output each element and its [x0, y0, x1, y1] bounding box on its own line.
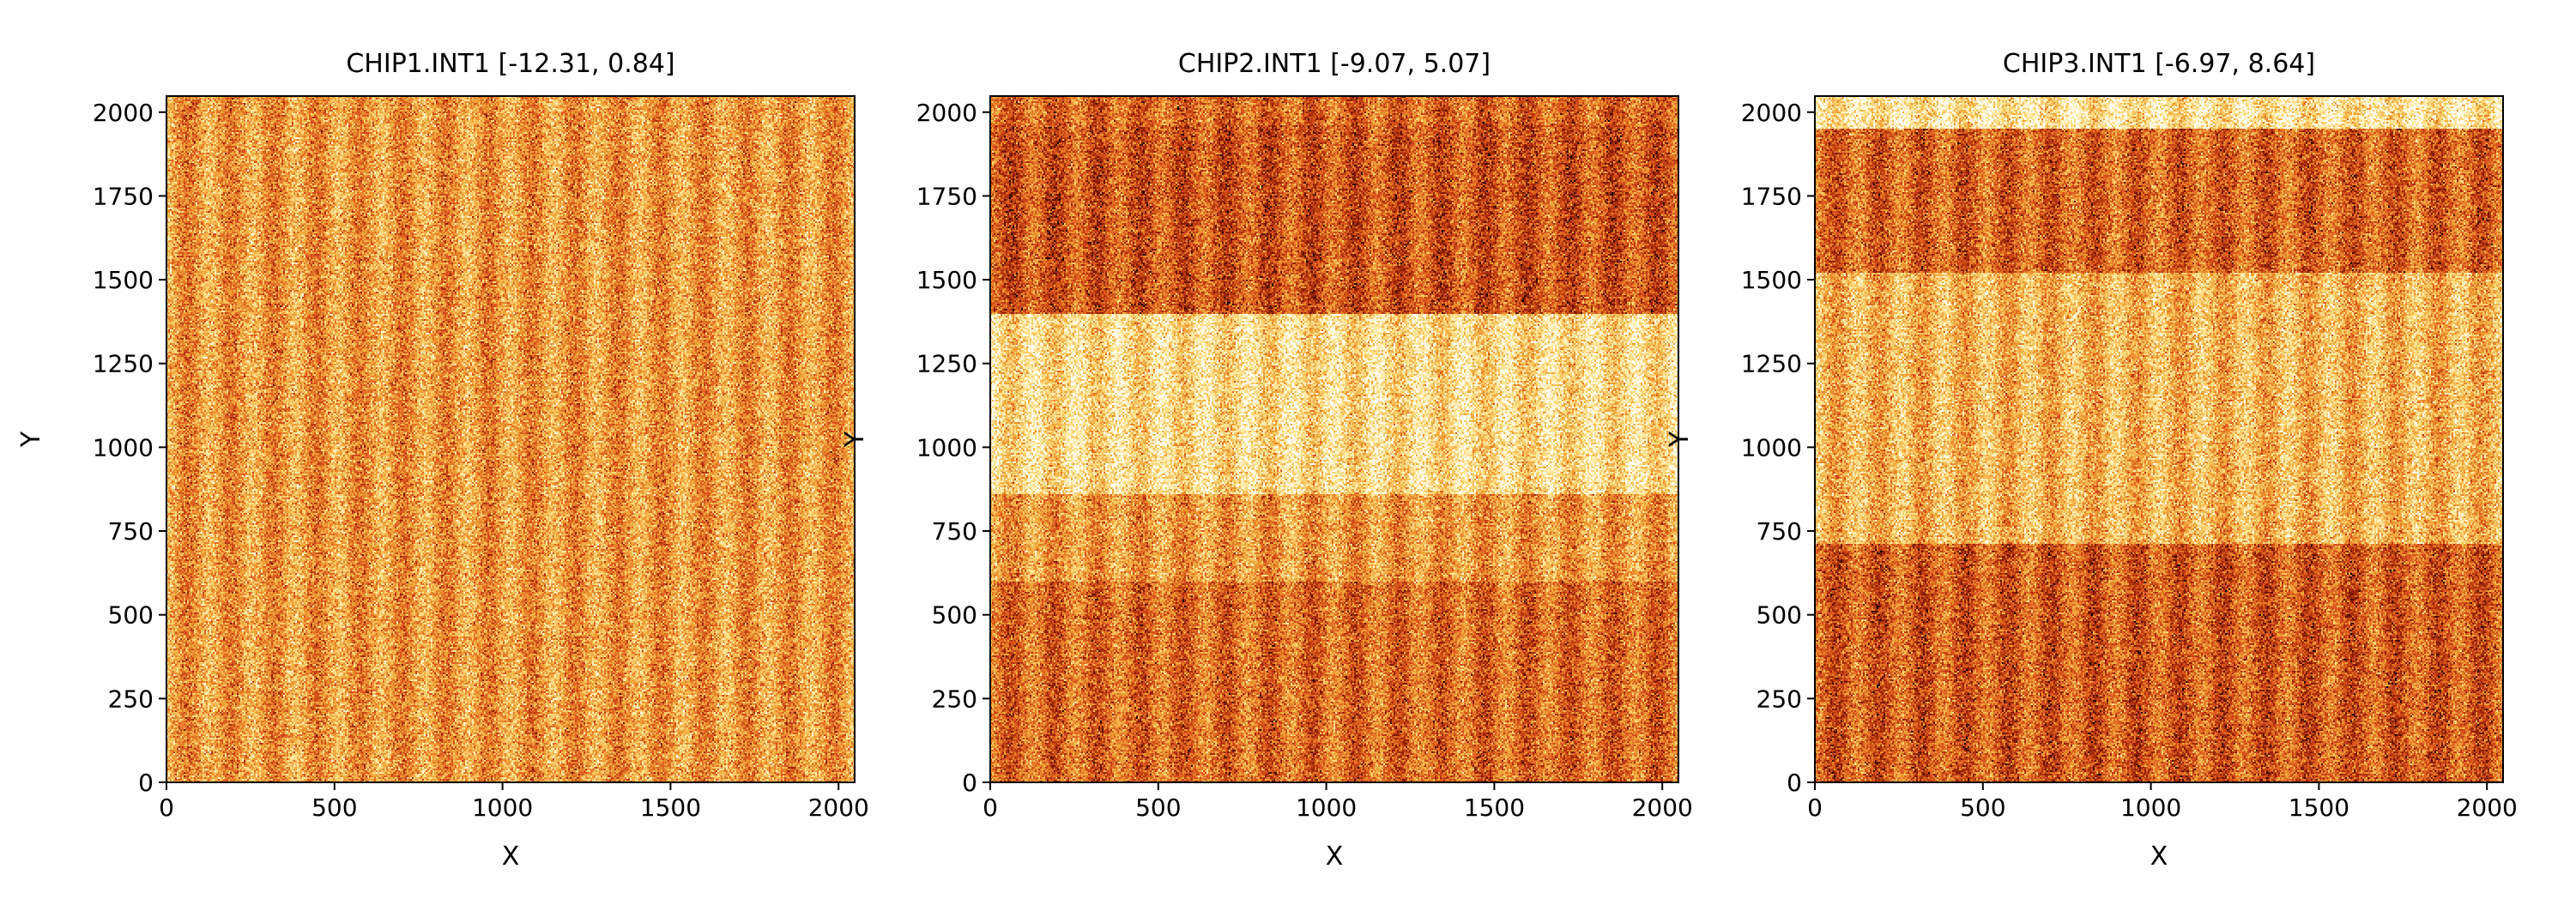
chart-title: CHIP2.INT1 [-9.07, 5.07] — [1178, 49, 1491, 79]
x-tick-label: 0 — [159, 793, 174, 822]
y-tick-label: 1500 — [1741, 266, 1802, 294]
y-tick-label: 1750 — [916, 182, 977, 210]
x-tick-label: 1000 — [1296, 793, 1357, 822]
y-tick-label: 0 — [962, 769, 977, 797]
y-tick-label: 1000 — [1741, 433, 1802, 462]
y-tick-label: 750 — [108, 517, 154, 546]
x-tick-label: 500 — [1960, 793, 2005, 822]
y-tick-label: 500 — [932, 601, 977, 630]
y-tick-label: 1000 — [916, 433, 977, 462]
heatmap-image — [166, 96, 855, 782]
x-tick-label: 0 — [983, 793, 998, 822]
y-tick-label: 1250 — [916, 350, 977, 378]
plot-frame — [989, 95, 1679, 783]
y-tick-label: 1750 — [1741, 182, 1802, 210]
x-axis-label: X — [502, 842, 520, 872]
y-tick-label: 2000 — [916, 99, 977, 127]
y-axis-label: Y — [840, 431, 870, 448]
x-tick-label: 500 — [1135, 793, 1181, 822]
x-tick-label: 2000 — [2457, 793, 2518, 822]
y-tick-label: 250 — [1757, 685, 1802, 713]
y-tick-label: 1250 — [93, 350, 154, 378]
y-tick-label: 1500 — [916, 266, 977, 294]
x-tick-label: 1000 — [472, 793, 533, 822]
x-tick-label: 1500 — [2289, 793, 2349, 822]
y-tick-label: 1500 — [93, 266, 154, 294]
plot-frame — [1814, 95, 2504, 783]
y-tick-label: 0 — [138, 769, 154, 797]
x-tick-label: 1500 — [640, 793, 701, 822]
x-axis-label: X — [1326, 842, 1344, 872]
heatmap-image — [990, 96, 1678, 782]
x-tick-label: 1000 — [2120, 793, 2181, 822]
heatmap-panel-1: CHIP1.INT1 [-12.31, 0.84] 0 500 1000 1500 200… — [16, 49, 869, 872]
y-tick-label: 1250 — [1741, 350, 1802, 378]
y-axis-label: Y — [16, 431, 46, 448]
x-axis-label: X — [2150, 842, 2168, 872]
heatmap-panel-2: CHIP2.INT1 [-9.07, 5.07] 0 500 1000 1500 2000… — [840, 49, 1693, 872]
y-axis-label: Y — [1665, 431, 1695, 448]
y-tick-label: 500 — [1757, 601, 1802, 630]
x-tick-label: 0 — [1807, 793, 1823, 822]
y-tick-label: 1750 — [93, 182, 154, 210]
y-tick-label: 250 — [932, 685, 977, 713]
x-tick-label: 500 — [311, 793, 357, 822]
chart-title: CHIP3.INT1 [-6.97, 8.64] — [2003, 49, 2315, 79]
y-tick-label: 750 — [1757, 517, 1802, 546]
x-tick-label: 1500 — [1464, 793, 1525, 822]
y-tick-label: 250 — [108, 685, 154, 713]
chart-title: CHIP1.INT1 [-12.31, 0.84] — [346, 49, 674, 79]
heatmap-panel-3: CHIP3.INT1 [-6.97, 8.64] 0 500 1000 1500 2000… — [1665, 49, 2518, 872]
y-tick-label: 1000 — [93, 433, 154, 462]
y-tick-label: 2000 — [93, 99, 154, 127]
x-tick-label: 2000 — [1632, 793, 1693, 822]
heatmap-image — [1815, 96, 2503, 782]
y-tick-label: 500 — [108, 601, 154, 630]
y-tick-label: 0 — [1787, 769, 1802, 797]
y-tick-label: 750 — [932, 517, 977, 546]
y-tick-label: 2000 — [1741, 99, 1802, 127]
plot-frame — [166, 95, 856, 783]
x-tick-label: 2000 — [808, 793, 869, 822]
